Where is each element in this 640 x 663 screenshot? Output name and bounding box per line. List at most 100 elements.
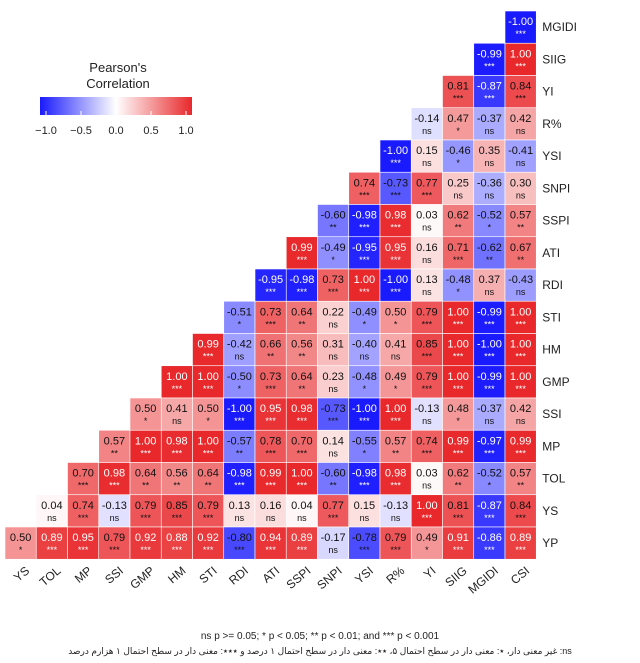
cell-value: 0.99 xyxy=(291,242,312,254)
heatmap-cell-fill xyxy=(504,10,537,44)
heatmap-cell-fill xyxy=(504,365,537,399)
cell-significance: *** xyxy=(390,416,401,426)
heatmap-cell: 0.98*** xyxy=(379,204,412,238)
cell-value: 0.35 xyxy=(479,145,500,157)
cell-value: -0.13 xyxy=(102,500,127,512)
cell-significance: *** xyxy=(265,384,276,394)
cell-value: 1.00 xyxy=(197,435,218,447)
heatmap-cell: 0.57** xyxy=(504,462,537,496)
heatmap-cell-fill xyxy=(317,300,350,334)
cell-value: 0.98 xyxy=(291,403,312,415)
cell-significance: * xyxy=(331,255,335,265)
cell-significance: *** xyxy=(78,481,89,491)
cell-value: 0.03 xyxy=(416,468,437,480)
heatmap-cell-fill xyxy=(254,526,287,560)
heatmap-cell-fill xyxy=(379,300,412,334)
cell-significance: ** xyxy=(486,255,494,265)
cell-value: -0.49 xyxy=(321,242,346,254)
cell-significance: *** xyxy=(515,513,526,523)
column-label: TOL xyxy=(37,563,64,589)
heatmap-cell: -0.49* xyxy=(317,236,350,270)
cell-value: 0.77 xyxy=(322,500,343,512)
heatmap-cell: 0.49* xyxy=(379,365,412,399)
heatmap-cell: -0.73*** xyxy=(379,171,412,205)
column-label: R% xyxy=(383,563,407,586)
cell-value: 0.04 xyxy=(291,500,312,512)
heatmap-cell: -0.95*** xyxy=(348,236,381,270)
cell-significance: ** xyxy=(455,481,463,491)
heatmap-cell: 0.89*** xyxy=(285,526,318,560)
heatmap-cell: 0.99*** xyxy=(442,429,475,463)
column-label: HM xyxy=(165,564,188,587)
heatmap-cell: 0.64** xyxy=(192,462,225,496)
heatmap-cell: 0.95*** xyxy=(67,526,100,560)
heatmap-cell-fill xyxy=(285,397,318,431)
cell-value: -0.37 xyxy=(477,403,502,415)
heatmap-cell: 1.00*** xyxy=(442,333,475,367)
column-label: SNPI xyxy=(314,564,344,593)
footnote: ns p >= 0.05; * p < 0.05; ** p < 0.01; a… xyxy=(201,631,440,642)
cell-significance: *** xyxy=(203,448,214,458)
heatmap-cell: 0.71*** xyxy=(442,236,475,270)
heatmap-cell-fill xyxy=(473,397,506,431)
heatmap-cell: -0.49* xyxy=(348,300,381,334)
cell-value: 0.62 xyxy=(447,468,468,480)
cell-significance: *** xyxy=(422,384,433,394)
heatmap-cell: 0.78*** xyxy=(254,429,287,463)
cell-value: -0.98 xyxy=(352,468,377,480)
cell-significance: ns xyxy=(391,513,401,523)
cell-value: 0.50 xyxy=(385,306,406,318)
column-label: YSI xyxy=(352,564,376,587)
cell-value: -1.00 xyxy=(352,403,377,415)
cell-value: 0.49 xyxy=(385,371,406,383)
cell-value: 0.37 xyxy=(479,274,500,286)
heatmap-cell: 1.00*** xyxy=(442,365,475,399)
heatmap-cell: 0.73*** xyxy=(317,268,350,302)
heatmap-cell: 0.70*** xyxy=(285,429,318,463)
cell-value: 0.71 xyxy=(447,242,468,254)
cell-significance: *** xyxy=(422,448,433,458)
heatmap-cell-fill xyxy=(192,494,225,528)
heatmap-cell: 0.70*** xyxy=(67,462,100,496)
heatmap-cell: -0.95*** xyxy=(254,268,287,302)
cell-significance: ns xyxy=(485,158,495,168)
heatmap-cell-fill xyxy=(254,462,287,496)
cell-value: -0.97 xyxy=(477,435,502,447)
cell-value: -1.00 xyxy=(227,403,252,415)
cell-value: 0.79 xyxy=(385,532,406,544)
cell-significance: ** xyxy=(517,481,525,491)
heatmap-cell-fill xyxy=(379,333,412,367)
cell-significance: *** xyxy=(422,513,433,523)
cell-value: 0.95 xyxy=(260,403,281,415)
heatmap-cell: 0.64** xyxy=(285,365,318,399)
heatmap-cell-fill xyxy=(254,333,287,367)
heatmap-cell: -0.50* xyxy=(223,365,256,399)
heatmap-cell: 0.62** xyxy=(442,204,475,238)
cell-value: -1.00 xyxy=(383,274,408,286)
cell-value: 1.00 xyxy=(510,339,531,351)
column-label: YI xyxy=(421,564,439,582)
row-label: YS xyxy=(542,504,558,518)
heatmap-cell-fill xyxy=(442,268,475,302)
cell-value: -0.41 xyxy=(508,145,533,157)
heatmap-cell-fill xyxy=(473,300,506,334)
cell-significance: * xyxy=(206,416,210,426)
cell-value: -0.98 xyxy=(352,210,377,222)
heatmap-cell-fill xyxy=(192,397,225,431)
cell-value: -1.00 xyxy=(477,339,502,351)
cell-significance: *** xyxy=(265,481,276,491)
cell-significance: * xyxy=(456,287,460,297)
cell-significance: ** xyxy=(142,481,150,491)
heatmap-cell: 0.81*** xyxy=(442,494,475,528)
cell-significance: ns xyxy=(266,513,276,523)
cell-significance: *** xyxy=(359,255,370,265)
cell-value: 1.00 xyxy=(447,371,468,383)
cell-significance: *** xyxy=(359,481,370,491)
cell-value: -0.14 xyxy=(414,113,439,125)
heatmap-cell-fill xyxy=(129,526,162,560)
heatmap-cell-fill xyxy=(473,526,506,560)
